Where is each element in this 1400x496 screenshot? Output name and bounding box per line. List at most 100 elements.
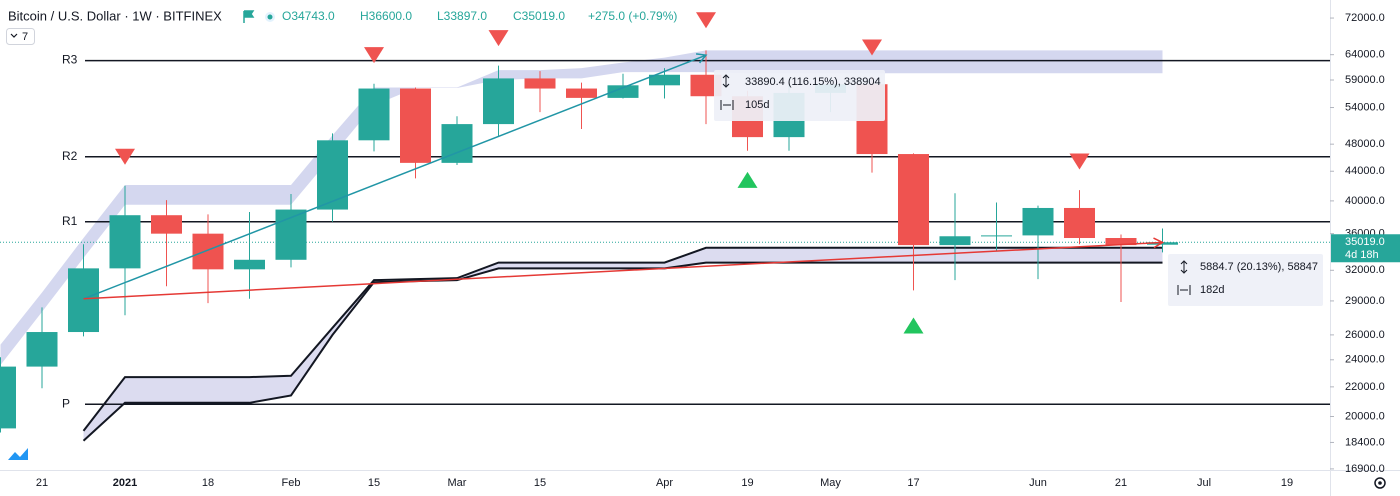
- cloud-line: [82, 261, 1163, 442]
- x-tick-label: 19: [741, 477, 753, 489]
- gear-icon[interactable]: [1374, 477, 1386, 489]
- candle-body: [317, 140, 348, 210]
- candle-body: [607, 85, 639, 98]
- range-icon: [722, 74, 730, 88]
- trend-arrow: [695, 53, 708, 64]
- candle-body: [939, 236, 971, 246]
- gear-center: [1378, 481, 1382, 485]
- x-tick-label: 21: [1115, 477, 1127, 489]
- duration-icon: [1177, 285, 1191, 295]
- y-tick-label: 29000.0: [1345, 295, 1385, 307]
- y-tick-label: 40000.0: [1345, 195, 1385, 207]
- measure-change: 33890.4 (116.15%), 338904: [745, 76, 881, 88]
- sell-marker: [488, 30, 509, 47]
- candle-body: [151, 215, 182, 234]
- indicator-toggle[interactable]: 7: [6, 28, 35, 45]
- candle-body: [981, 235, 1012, 237]
- measure-duration: 105d: [745, 99, 769, 111]
- measure-box-bg: [714, 70, 885, 121]
- measure-change: 5884.7 (20.13%), 58847: [1200, 261, 1318, 273]
- y-tick-label: 59000.0: [1345, 74, 1385, 86]
- flag-icon[interactable]: [243, 10, 255, 23]
- y-tick-label: 64000.0: [1345, 49, 1385, 61]
- range-icon: [1180, 260, 1188, 274]
- sell-marker: [1069, 153, 1090, 170]
- indicator-count: 7: [22, 31, 28, 43]
- candle-body: [524, 78, 556, 89]
- trend-arrow: [1153, 237, 1165, 249]
- y-tick-label: 20000.0: [1345, 410, 1385, 422]
- candle-body: [566, 88, 597, 98]
- measure-box: 33890.4 (116.15%), 338904 105d: [714, 70, 885, 121]
- ohlc-legend-item: C35019.0: [513, 9, 565, 23]
- cloud-line: [82, 246, 1163, 432]
- logo[interactable]: [6, 444, 30, 464]
- pivot-label: R2: [62, 149, 78, 163]
- x-tick-label: 2021: [113, 477, 137, 489]
- x-tick-label: Jun: [1029, 477, 1047, 489]
- y-tick-label: 22000.0: [1345, 381, 1385, 393]
- candle-body: [26, 332, 58, 367]
- sell-marker: [696, 12, 716, 29]
- ohlc-legend-item: +275.0 (+0.79%): [588, 9, 677, 23]
- x-tick-label: Jul: [1197, 477, 1211, 489]
- candle-body: [358, 88, 390, 141]
- y-tick-label: 18400.0: [1345, 436, 1385, 448]
- pivot-label: P: [62, 396, 70, 410]
- measure-duration: 182d: [1200, 284, 1224, 296]
- x-tick-label: 15: [368, 477, 380, 489]
- sell-marker: [364, 47, 384, 64]
- candle-body: [898, 154, 929, 246]
- candle-body: [1022, 207, 1054, 236]
- candle-body: [68, 268, 99, 333]
- chevron-icon: [10, 33, 18, 38]
- x-tick-label: Mar: [448, 477, 467, 489]
- candle-body: [690, 74, 722, 97]
- x-tick-label: 18: [202, 477, 214, 489]
- y-tick-label: 24000.0: [1345, 354, 1385, 366]
- duration-icon: [720, 100, 734, 110]
- ohlc-legend-item: L33897.0: [437, 9, 487, 23]
- status-dot: [267, 14, 273, 20]
- y-tick-label: 32000.0: [1345, 264, 1385, 276]
- trend-line: [83, 54, 707, 300]
- overlay: 35019.04d 18h: [1331, 234, 1400, 263]
- candle-body: [1147, 242, 1178, 245]
- candle-body: [483, 78, 514, 125]
- indicator-toggle-box[interactable]: [6, 28, 35, 45]
- candle-body: [649, 74, 680, 86]
- trend-line: [83, 241, 1163, 300]
- y-tick-label: 72000.0: [1345, 12, 1385, 24]
- candle-body: [109, 215, 141, 269]
- candle-body: [234, 259, 265, 270]
- x-tick-label: 21: [36, 477, 48, 489]
- y-tick-label: 44000.0: [1345, 165, 1385, 177]
- last-price-label: 35019.0: [1345, 236, 1385, 248]
- chart-title: Bitcoin / U.S. Dollar · 1W · BITFINEX: [8, 8, 222, 23]
- x-tick-label: 15: [534, 477, 546, 489]
- x-tick-label: 19: [1281, 477, 1293, 489]
- settings-button[interactable]: [1374, 477, 1386, 489]
- y-tick-label: 16900.0: [1345, 463, 1385, 475]
- ohlc-legend-item: H36600.0: [360, 9, 412, 23]
- axes: 72000.0 64000.0 59000.0 54000.0 48000.0 44000…: [36, 12, 1385, 489]
- candle-body: [1105, 238, 1137, 246]
- pivot-label: R1: [62, 214, 78, 228]
- y-tick-label: 54000.0: [1345, 101, 1385, 113]
- countdown-label: 4d 18h: [1345, 249, 1379, 261]
- measure-box: 5884.7 (20.13%), 58847 182d: [1168, 254, 1323, 306]
- sell-marker: [862, 39, 882, 56]
- y-tick-label: 48000.0: [1345, 138, 1385, 150]
- candle-body: [400, 88, 431, 163]
- candle-body: [1064, 207, 1095, 239]
- sell-marker: [115, 148, 135, 165]
- x-tick-label: Feb: [282, 477, 301, 489]
- y-tick-label: 26000.0: [1345, 329, 1385, 341]
- last-price-box: [1331, 234, 1400, 263]
- x-tick-label: Apr: [656, 477, 673, 489]
- candle-body: [0, 366, 16, 429]
- measure-box-bg: [1168, 254, 1323, 306]
- buy-marker: [903, 317, 924, 334]
- buy-marker: [737, 171, 758, 188]
